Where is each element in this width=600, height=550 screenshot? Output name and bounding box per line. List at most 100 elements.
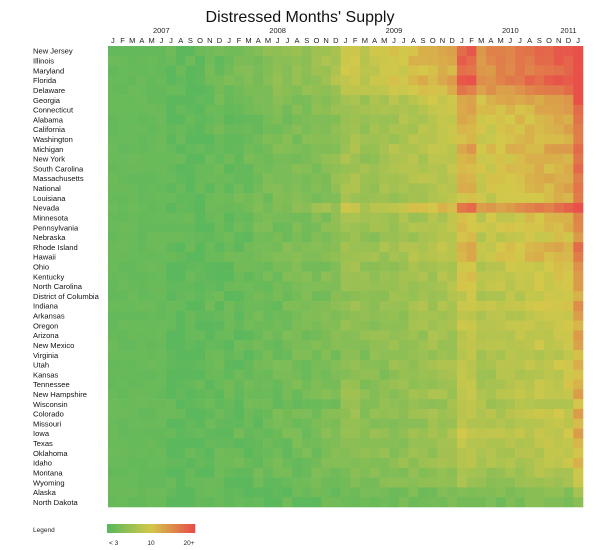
heatmap-cell [398,183,409,194]
month-tick-label: A [295,36,300,45]
state-label: New Mexico [33,341,74,350]
heatmap-cell [437,457,448,469]
heatmap-cell [175,65,186,76]
heatmap-cell [292,75,303,86]
heatmap-cell [398,301,409,312]
heatmap-cell [418,104,429,115]
heatmap-cell [456,320,467,331]
heatmap-cell [146,124,157,135]
heatmap-cell [117,310,128,321]
heatmap-cell [146,359,157,370]
heatmap-cell [447,418,458,429]
heatmap-cell [243,153,254,164]
heatmap-cell [379,379,390,390]
heatmap-cell [466,222,477,233]
heatmap-cell [204,55,215,66]
heatmap-cells [108,46,584,508]
heatmap-cell [311,144,322,155]
heatmap-cell [544,65,555,76]
heatmap-cell [350,183,361,194]
heatmap-cell [301,251,312,263]
heatmap-cell [418,310,429,321]
heatmap-cell [108,222,118,233]
heatmap-cell [350,428,361,439]
heatmap-cell [495,104,506,115]
heatmap-cell [447,320,458,331]
heatmap-cell [427,369,438,380]
heatmap-cell [146,379,157,390]
heatmap-cell [350,173,361,184]
heatmap-cell [456,104,467,115]
heatmap-cell [272,438,283,449]
heatmap-cell [224,104,235,115]
heatmap-cell [195,487,206,498]
heatmap-cell [330,389,341,400]
heatmap-cell [389,487,400,498]
heatmap-cell [544,428,555,439]
heatmap-cell [330,134,341,145]
heatmap-cell [563,350,574,361]
heatmap-cell [330,75,341,86]
heatmap-cell [534,95,545,106]
heatmap-cell [563,340,574,351]
heatmap-cell [156,202,167,214]
heatmap-cell [466,359,477,370]
heatmap-cell [311,271,322,282]
heatmap-cell [146,75,157,86]
heatmap-cell [340,173,351,184]
heatmap-cell [156,65,167,76]
heatmap-cell [466,291,477,302]
heatmap-cell [350,271,361,282]
heatmap-cell [156,369,167,380]
heatmap-cell [185,408,196,420]
heatmap-cell [369,85,380,96]
heatmap-cell [272,55,283,66]
heatmap-cell [146,134,157,145]
heatmap-cell [505,438,516,449]
heatmap-cell [553,242,564,253]
heatmap-cell [127,428,138,439]
heatmap-cell [127,457,138,469]
year-labels: 2007 2008 2009 2010 2011 [153,26,577,35]
heatmap-cell [563,65,574,76]
heatmap-cell [108,104,118,115]
heatmap-cell [534,242,545,253]
heatmap-cell [301,271,312,282]
heatmap-cell [515,281,526,292]
heatmap-cell [369,301,380,312]
heatmap-cell [292,114,303,125]
month-tick-label: N [323,36,328,45]
heatmap-cell [166,281,177,292]
heatmap-cell [437,497,448,508]
heatmap-cell [311,95,322,106]
heatmap-cell [117,487,128,498]
heatmap-cell [379,281,390,292]
heatmap-cell [486,134,497,145]
month-tick-label: J [576,36,580,45]
heatmap-cell [214,153,225,164]
heatmap-cell [408,310,419,321]
heatmap-cell [418,65,429,76]
heatmap-cell [175,46,186,57]
heatmap-cell [175,212,186,223]
heatmap-cell [156,193,167,204]
heatmap-cell [214,173,225,184]
heatmap-cell [175,242,186,253]
heatmap-cell [408,408,419,420]
heatmap-cell [553,65,564,76]
heatmap-cell [573,389,584,400]
heatmap-cell [204,438,215,449]
heatmap-cell [486,104,497,115]
heatmap-cell [418,428,429,439]
heatmap-cell [515,222,526,233]
legend-swatch [187,524,192,533]
heatmap-cell [456,251,467,263]
state-label: Oklahoma [33,449,68,458]
heatmap-cell [350,369,361,380]
heatmap-cell [369,153,380,164]
heatmap-cell [282,497,293,508]
heatmap-cell [524,438,535,449]
heatmap-cell [204,114,215,125]
heatmap-cell [524,477,535,488]
heatmap-cell [166,153,177,164]
